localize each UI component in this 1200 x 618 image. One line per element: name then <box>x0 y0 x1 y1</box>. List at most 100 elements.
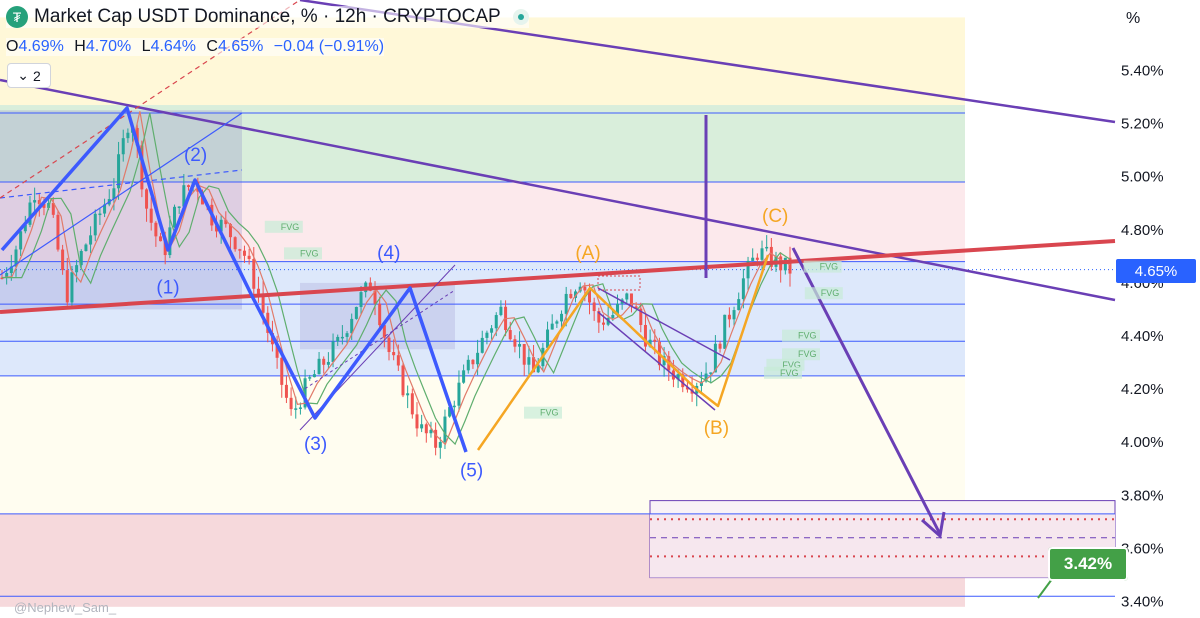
candle-body <box>723 314 727 349</box>
price-tick-label: 4.20% <box>1121 381 1164 398</box>
candle-body <box>135 128 139 146</box>
candle-body <box>741 278 745 300</box>
candle-body <box>93 213 97 236</box>
candle-body <box>103 204 107 214</box>
candle-body <box>145 189 149 209</box>
candle-body <box>242 250 246 256</box>
candle-body <box>592 302 596 312</box>
fvg-label: FVG <box>820 262 839 272</box>
fvg-box <box>764 366 802 379</box>
candle-body <box>303 378 307 408</box>
candle-body <box>308 377 312 379</box>
wave-label: (A) <box>575 243 600 264</box>
candle-body <box>121 138 125 155</box>
candle-body <box>546 329 550 348</box>
candle-body <box>350 318 354 334</box>
candle-body <box>476 352 480 365</box>
author-watermark: @Nephew_Sam_ <box>14 600 117 615</box>
zone-band <box>0 17 965 106</box>
price-tick-label: 3.80% <box>1121 487 1164 504</box>
candle-body <box>611 314 615 319</box>
price-tick-label: 5.40% <box>1121 63 1164 80</box>
candle-body <box>387 337 391 353</box>
candle-body <box>378 303 382 326</box>
corrective-wave-path <box>476 254 770 451</box>
price-tick-label: 3.60% <box>1121 540 1164 557</box>
candle-body <box>252 258 256 289</box>
candle-body <box>765 246 769 249</box>
channel-line <box>0 169 243 199</box>
candle-body <box>513 339 517 347</box>
candle-body <box>569 293 573 298</box>
candle-body <box>560 313 564 322</box>
candle-body <box>615 303 619 315</box>
ohlc-legend: O4.69% H4.70% L4.64% C4.65% −0.04 (−0.91… <box>6 38 385 56</box>
channel-line <box>597 311 716 411</box>
current-price-badge: 4.65% <box>1116 259 1196 283</box>
candle-body <box>322 358 326 365</box>
candle-body <box>51 203 55 215</box>
fvg-label: FVG <box>821 288 840 298</box>
candle-body <box>23 224 27 232</box>
candle-body <box>727 314 731 320</box>
candle-body <box>336 336 340 342</box>
candle-body <box>490 328 494 333</box>
candle-body <box>70 272 74 303</box>
candle-body <box>648 339 652 347</box>
candle-body <box>28 202 32 225</box>
candle-body <box>597 311 601 323</box>
wave-label: (3) <box>304 434 327 455</box>
candle-body <box>75 265 79 273</box>
impulse-wave-path <box>0 106 468 453</box>
channel-line <box>0 0 301 199</box>
candle-body <box>289 397 293 410</box>
candle-body <box>522 344 526 365</box>
chevron-down-icon: ⌄ <box>17 67 29 83</box>
fvg-label: FVG <box>281 222 300 232</box>
candle-body <box>499 306 503 316</box>
candle-body <box>98 213 102 216</box>
market-status-dot-icon[interactable] <box>512 9 529 25</box>
candle-body <box>359 292 363 307</box>
candle-body <box>788 257 792 274</box>
candle-body <box>713 343 717 373</box>
candle-body <box>583 286 587 291</box>
candle-body <box>536 366 540 373</box>
candle-body <box>410 393 414 415</box>
indicators-toggle-button[interactable]: ⌄ 2 <box>7 63 51 88</box>
candle-body <box>154 222 158 237</box>
candle-body <box>396 355 400 366</box>
candle-body <box>182 185 186 207</box>
candle-body <box>331 341 335 362</box>
high-value: 4.70% <box>85 38 132 55</box>
fvg-box <box>284 247 322 260</box>
candle-body <box>373 290 377 304</box>
axis-unit: % <box>1126 10 1141 27</box>
low-value: 4.64% <box>150 38 196 55</box>
candle-body <box>420 424 424 429</box>
arrow-head-icon <box>921 511 946 539</box>
zones-layer <box>0 17 1116 607</box>
target-price-badge: 3.42% <box>1048 547 1128 581</box>
candle-body <box>5 273 9 278</box>
open-label: O <box>6 38 19 55</box>
candle-body <box>65 270 69 303</box>
candle-body <box>9 266 13 274</box>
candle-body <box>238 249 242 251</box>
candle-body <box>163 241 167 256</box>
fvg-label: FVG <box>798 331 817 341</box>
candle-body <box>84 244 88 251</box>
candle-body <box>732 310 736 320</box>
candle-body <box>685 387 689 390</box>
candle-body <box>294 408 298 410</box>
candle-body <box>42 203 46 208</box>
candle-body <box>247 255 251 259</box>
candle-body <box>518 344 522 347</box>
axis-background <box>1116 0 1200 618</box>
candle-body <box>471 359 475 365</box>
candle-body <box>681 374 685 388</box>
wave-labels-layer: (1)(2)(3)(4)(5)(A)(B)(C)FVGFVGFVGFVGFVGF… <box>156 145 843 482</box>
candle-body <box>89 235 93 245</box>
candle-body <box>228 224 232 238</box>
